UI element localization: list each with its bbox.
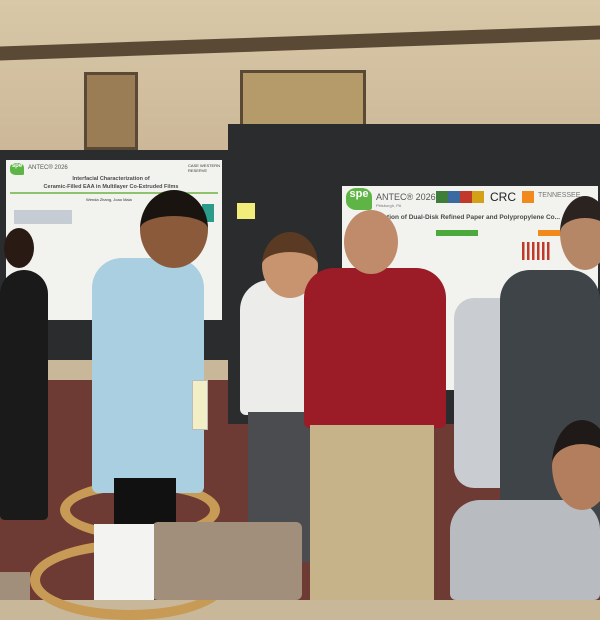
window: [240, 70, 366, 130]
conference-label: ANTEC® 2026: [376, 192, 436, 202]
person-suit-foreground: [450, 500, 600, 600]
institution-label: CASE WESTERN RESERVE: [188, 163, 221, 173]
khaki-pants: [310, 425, 434, 600]
location-label: Pittsburgh, PA: [376, 203, 402, 208]
person-woman-left: [0, 270, 48, 520]
poster-title-line2: Ceramic-Filled EAA in Multilayer Co-Extr…: [43, 184, 179, 190]
divider: [10, 192, 218, 194]
spe-logo: spe: [10, 163, 24, 175]
utk-logo: [522, 191, 534, 203]
door: [84, 72, 138, 150]
person-head: [560, 196, 600, 270]
sponsor-label: CRC: [490, 190, 516, 204]
spe-logo: spe: [346, 188, 372, 210]
institution-label: TENNESSEE: [538, 192, 581, 199]
figure: [14, 210, 72, 224]
sticky-note: [237, 203, 255, 219]
name-badge: [192, 380, 208, 430]
chair: [0, 572, 30, 600]
person-head: [4, 228, 34, 268]
person-red-shirt: [304, 268, 446, 428]
chair: [152, 522, 302, 600]
person-head: [140, 190, 208, 268]
bar-figure: [522, 242, 552, 260]
person-blue-shirt: [92, 258, 204, 493]
poster-title: ...ation of Dual-Disk Refined Paper and …: [378, 214, 561, 221]
person-head: [344, 210, 398, 274]
section-header: [436, 230, 478, 236]
paper-bag: [94, 524, 154, 600]
sponsor-icons: [436, 191, 484, 203]
person-head: [552, 420, 600, 510]
poster-title-line1: Interfacial Characterization of: [72, 176, 150, 182]
authors: Wenda Zhang, Joao Maia: [86, 197, 132, 202]
conference-label: ANTEC® 2026: [28, 165, 68, 171]
